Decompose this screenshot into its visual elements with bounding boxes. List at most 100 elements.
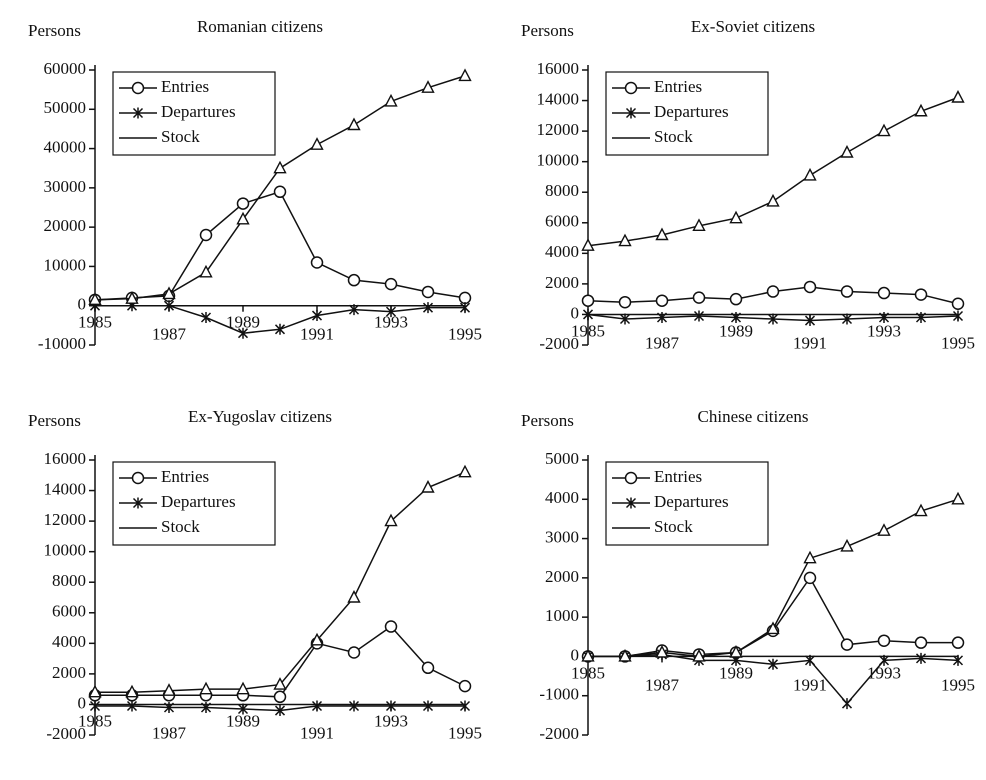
- chart-title: Ex-Soviet citizens: [691, 17, 815, 36]
- x-tick-label: 1989: [719, 321, 753, 340]
- marker-triangle: [162, 683, 176, 696]
- legend-label: Entries: [654, 467, 702, 486]
- marker-triangle: [581, 238, 595, 251]
- y-tick-label: 20000: [44, 216, 87, 235]
- y-tick-label: 10000: [44, 541, 87, 560]
- x-tick-label: 1993: [867, 663, 901, 682]
- marker-circle: [877, 286, 891, 300]
- marker-triangle: [618, 648, 632, 662]
- marker-triangle: [125, 291, 139, 304]
- marker-star: [841, 698, 853, 710]
- x-tick-label: 1987: [645, 333, 680, 352]
- y-tick-label: 12000: [537, 120, 580, 139]
- marker-triangle: [421, 80, 435, 93]
- marker-circle: [384, 277, 398, 291]
- series-line: [94, 190, 466, 301]
- marker-triangle: [877, 523, 891, 536]
- y-tick-label: 14000: [44, 479, 87, 498]
- marker-triangle: [273, 160, 287, 174]
- x-tick-label: 1993: [374, 711, 408, 730]
- y-axis-label: Persons: [521, 411, 574, 430]
- marker-star: [200, 702, 212, 713]
- marker-circle: [384, 620, 398, 633]
- marker-triangle: [458, 464, 472, 478]
- y-tick-label: 60000: [44, 59, 87, 78]
- y-tick-label: 8000: [545, 181, 579, 200]
- x-tick-label: 1995: [448, 325, 482, 344]
- marker-star: [952, 310, 964, 322]
- y-axis-label: Persons: [521, 21, 574, 40]
- x-tick-label: 1989: [719, 663, 753, 682]
- x-tick-label: 1991: [793, 675, 827, 694]
- marker-circle: [581, 294, 595, 307]
- marker-star: [625, 497, 637, 509]
- marker-star: [89, 700, 101, 712]
- chart-title: Romanian citizens: [197, 17, 323, 36]
- marker-star: [311, 700, 323, 712]
- x-tick-label: 1995: [941, 333, 975, 352]
- marker-triangle: [310, 137, 324, 150]
- marker-triangle: [692, 218, 706, 232]
- x-tick-label: 1985: [78, 313, 112, 332]
- x-tick-label: 1987: [152, 723, 187, 742]
- marker-triangle: [347, 589, 361, 603]
- y-tick-label: -10000: [38, 334, 86, 353]
- marker-circle: [236, 197, 250, 210]
- legend-label: Entries: [654, 77, 702, 96]
- marker-triangle: [692, 648, 706, 662]
- marker-star: [163, 702, 175, 713]
- marker-circle: [347, 646, 361, 659]
- marker-triangle: [914, 503, 928, 517]
- y-tick-label: 50000: [44, 98, 87, 117]
- marker-star: [915, 312, 927, 323]
- y-tick-label: 0: [78, 295, 87, 314]
- y-axis-label: Persons: [28, 21, 81, 40]
- marker-triangle: [88, 684, 102, 698]
- y-tick-label: 5000: [545, 449, 579, 468]
- marker-star: [693, 310, 705, 322]
- chart-title: Ex-Yugoslav citizens: [188, 407, 332, 426]
- marker-circle: [803, 571, 817, 585]
- marker-triangle: [803, 167, 817, 181]
- y-tick-label: 10000: [537, 151, 580, 170]
- y-tick-label: 12000: [44, 510, 87, 529]
- marker-triangle: [199, 264, 213, 278]
- y-tick-label: 2000: [545, 567, 579, 586]
- y-tick-label: 6000: [545, 212, 579, 231]
- marker-circle: [951, 636, 965, 649]
- marker-star: [311, 310, 323, 322]
- y-tick-label: 14000: [537, 89, 580, 108]
- marker-circle: [131, 81, 145, 95]
- legend-label: Departures: [654, 102, 729, 121]
- marker-star: [804, 315, 816, 327]
- y-tick-label: 1000: [545, 606, 579, 625]
- y-tick-label: 4000: [52, 632, 86, 651]
- marker-triangle: [655, 644, 669, 658]
- y-tick-label: 0: [78, 693, 87, 712]
- marker-star: [459, 700, 471, 712]
- marker-circle: [131, 471, 145, 485]
- marker-triangle: [162, 286, 176, 300]
- y-tick-label: 6000: [52, 602, 86, 621]
- marker-triangle: [581, 648, 595, 662]
- marker-star: [422, 302, 434, 314]
- y-tick-label: 10000: [44, 255, 87, 274]
- x-tick-label: 1987: [152, 325, 187, 344]
- marker-star: [582, 308, 594, 320]
- marker-star: [237, 327, 249, 339]
- marker-star: [385, 700, 397, 712]
- marker-circle: [347, 273, 361, 287]
- marker-star: [274, 705, 286, 717]
- marker-circle: [421, 285, 435, 299]
- marker-circle: [458, 679, 472, 693]
- legend-label: Departures: [161, 492, 236, 511]
- marker-star: [459, 302, 471, 314]
- y-tick-label: 2000: [545, 273, 579, 292]
- x-tick-label: 1995: [941, 675, 975, 694]
- y-tick-label: 4000: [545, 488, 579, 507]
- marker-star: [730, 312, 742, 323]
- y-tick-label: 30000: [44, 177, 87, 196]
- marker-star: [126, 700, 138, 712]
- marker-triangle: [310, 632, 324, 646]
